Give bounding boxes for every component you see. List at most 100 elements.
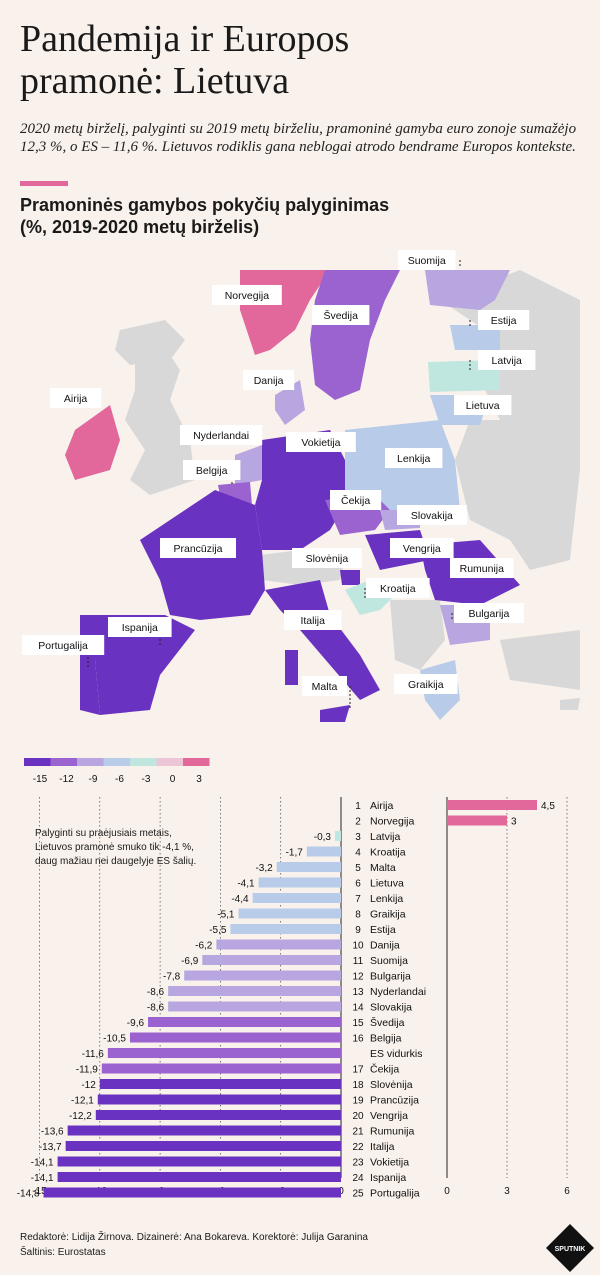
bar	[184, 970, 341, 981]
map-cyprus	[560, 698, 580, 710]
bar-row: 23 Vokietija -14,1	[31, 1156, 409, 1169]
bar-row: 12 Bulgarija -7,8	[163, 970, 411, 983]
rank-label: 2	[355, 817, 361, 828]
value-label: -1,7	[286, 848, 304, 859]
map-slovenia	[340, 570, 360, 585]
value-label: -9,6	[127, 1018, 145, 1029]
legend-swatch	[103, 758, 130, 766]
bar-row: 16 Belgija -10,5	[103, 1032, 402, 1045]
country-label: Graikija	[370, 909, 406, 921]
bar-row: 1 Airija 4,5	[355, 800, 555, 812]
value-label: -11,9	[76, 1065, 98, 1076]
map-sardinia	[285, 650, 298, 685]
bar	[57, 1156, 342, 1167]
country-label: Čekija	[370, 1063, 399, 1076]
rank-label: 17	[352, 1065, 364, 1076]
map-label: Nyderlandai	[180, 425, 263, 445]
map-label-text: Norvegija	[225, 290, 270, 302]
map-label: Švedija	[312, 305, 370, 325]
bar-row: 18 Slovėnija -12	[81, 1079, 413, 1091]
bar	[129, 1032, 341, 1043]
bar	[276, 862, 341, 872]
rank-label: 4	[355, 848, 361, 859]
value-label: -8,6	[147, 1003, 165, 1014]
map-label-text: Lietuva	[466, 400, 500, 412]
country-label: Rumunija	[370, 1126, 415, 1138]
map-label: Lietuva	[454, 395, 512, 415]
country-label: Airija	[370, 800, 393, 812]
note-line-1: Palyginti su praėjusiais metais,	[35, 828, 172, 839]
country-label: Slovakija	[370, 1002, 412, 1014]
country-label: Latvija	[370, 831, 401, 843]
legend-swatch	[130, 758, 157, 766]
credits-line-2: Šaltinis: Eurostatas	[20, 1247, 106, 1258]
bar-row: 15 Švedija -9,6	[127, 1016, 405, 1029]
bar	[97, 1094, 341, 1105]
map-label: Graikija	[394, 674, 458, 694]
rank-label: 7	[355, 894, 361, 905]
country-label: Italija	[370, 1141, 395, 1153]
title-line-1: Pandemija ir Europos	[20, 18, 350, 60]
bar	[447, 815, 507, 826]
bar-row: ES vidurkis -11,6	[82, 1048, 423, 1060]
rank-label: 11	[353, 956, 364, 967]
bar	[230, 924, 341, 934]
map-label-text: Belgija	[196, 465, 228, 477]
bar	[202, 955, 341, 965]
map-ireland	[65, 405, 120, 480]
map-label-text: Estija	[491, 315, 517, 327]
country-label: Bulgarija	[370, 971, 411, 983]
bar-row: 4 Kroatija -1,7	[286, 846, 406, 859]
bar	[101, 1063, 341, 1074]
map-label-text: Slovėnija	[306, 553, 349, 565]
country-label: Ispanija	[370, 1172, 406, 1184]
map-label: Vengrija	[390, 538, 454, 558]
intro-text: 2020 metų birželį, palyginti su 2019 met…	[20, 121, 577, 155]
country-label: ES vidurkis	[370, 1048, 423, 1060]
value-label: -13,6	[41, 1127, 64, 1138]
value-label: -14,1	[31, 1173, 54, 1184]
country-label: Prancūzija	[370, 1095, 419, 1107]
legend-swatch	[50, 758, 77, 766]
map-balkans-land	[390, 600, 445, 670]
rank-label: 20	[352, 1111, 364, 1122]
value-label: -6,9	[181, 956, 199, 967]
map-label: Lenkija	[385, 448, 443, 468]
bar-row: 17 Čekija -11,9	[76, 1063, 400, 1076]
bar-row: 9 Estija -5,5	[209, 924, 396, 936]
value-label: -12,2	[69, 1111, 92, 1122]
bar	[65, 1141, 341, 1151]
legend-tick-label: -6	[115, 774, 124, 785]
rank-label: 23	[352, 1158, 364, 1169]
country-label: Slovėnija	[370, 1079, 413, 1091]
bar	[258, 877, 341, 888]
map-label-text: Graikija	[408, 679, 444, 691]
value-label: -5,5	[209, 925, 227, 936]
bar-row: 22 Italija -13,7	[39, 1141, 395, 1153]
map-sicily	[320, 705, 350, 722]
legend-tick-label: -9	[89, 774, 98, 785]
map-estonia	[450, 325, 500, 350]
chart-subtitle: Pramoninės gamybos pokyčių palyginimas (…	[20, 194, 580, 238]
legend-swatch	[77, 758, 104, 766]
country-label: Lietuva	[370, 878, 404, 890]
credits-line-1: Redaktorė: Lidija Žirnova. Dizainerė: An…	[20, 1232, 368, 1243]
legend-tick-label: 3	[196, 774, 202, 785]
rank-label: 5	[355, 863, 361, 874]
subtitle-line-1: Pramoninės gamybos pokyčių palyginimas	[20, 195, 390, 215]
country-label: Švedija	[370, 1016, 405, 1029]
map-label-text: Čekija	[341, 494, 370, 507]
legend-tick-label: -15	[33, 774, 48, 785]
bar-row: 6 Lietuva -4,1	[237, 877, 404, 890]
value-label: -4,4	[231, 894, 249, 905]
map-germany	[255, 430, 345, 550]
map-label-text: Italija	[300, 615, 325, 627]
country-label: Portugalija	[370, 1188, 420, 1200]
bar-row: 8 Graikija -5,1	[217, 908, 406, 921]
bar-row: 3 Latvija -0,3	[314, 831, 401, 843]
map-label-text: Portugalija	[38, 640, 88, 652]
map-label: Danija	[243, 370, 295, 390]
map-label: Rumunija	[450, 558, 514, 578]
bar-row: 7 Lenkija -4,4	[231, 893, 403, 905]
